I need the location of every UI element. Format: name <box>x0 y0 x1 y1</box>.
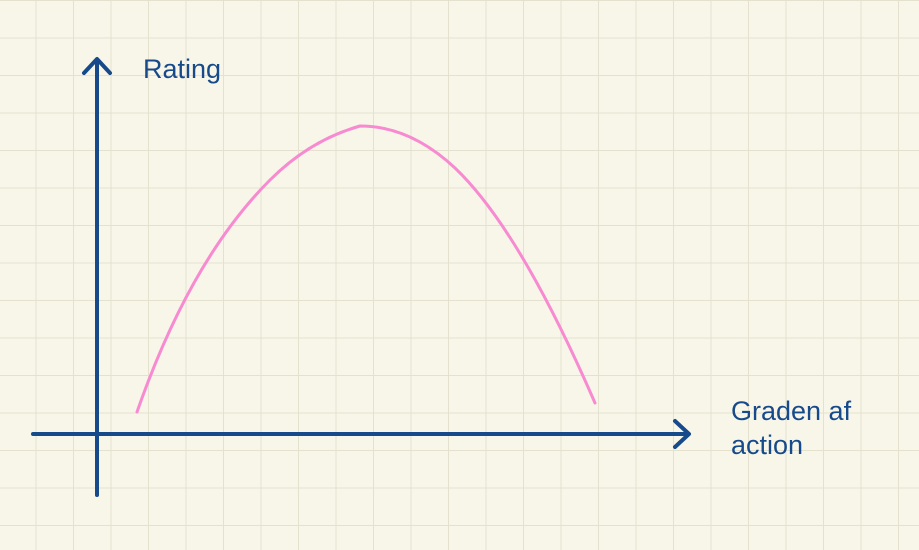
y-axis-arrowhead <box>82 57 112 75</box>
x-axis-label: Graden af action <box>731 394 851 462</box>
x-axis-label-line-2: action <box>731 430 804 460</box>
x-axis-label-line-1: Graden af <box>731 396 852 426</box>
x-axis-arrowhead <box>673 419 691 449</box>
y-axis-label: Rating <box>143 54 222 84</box>
rating-curve <box>135 124 597 414</box>
